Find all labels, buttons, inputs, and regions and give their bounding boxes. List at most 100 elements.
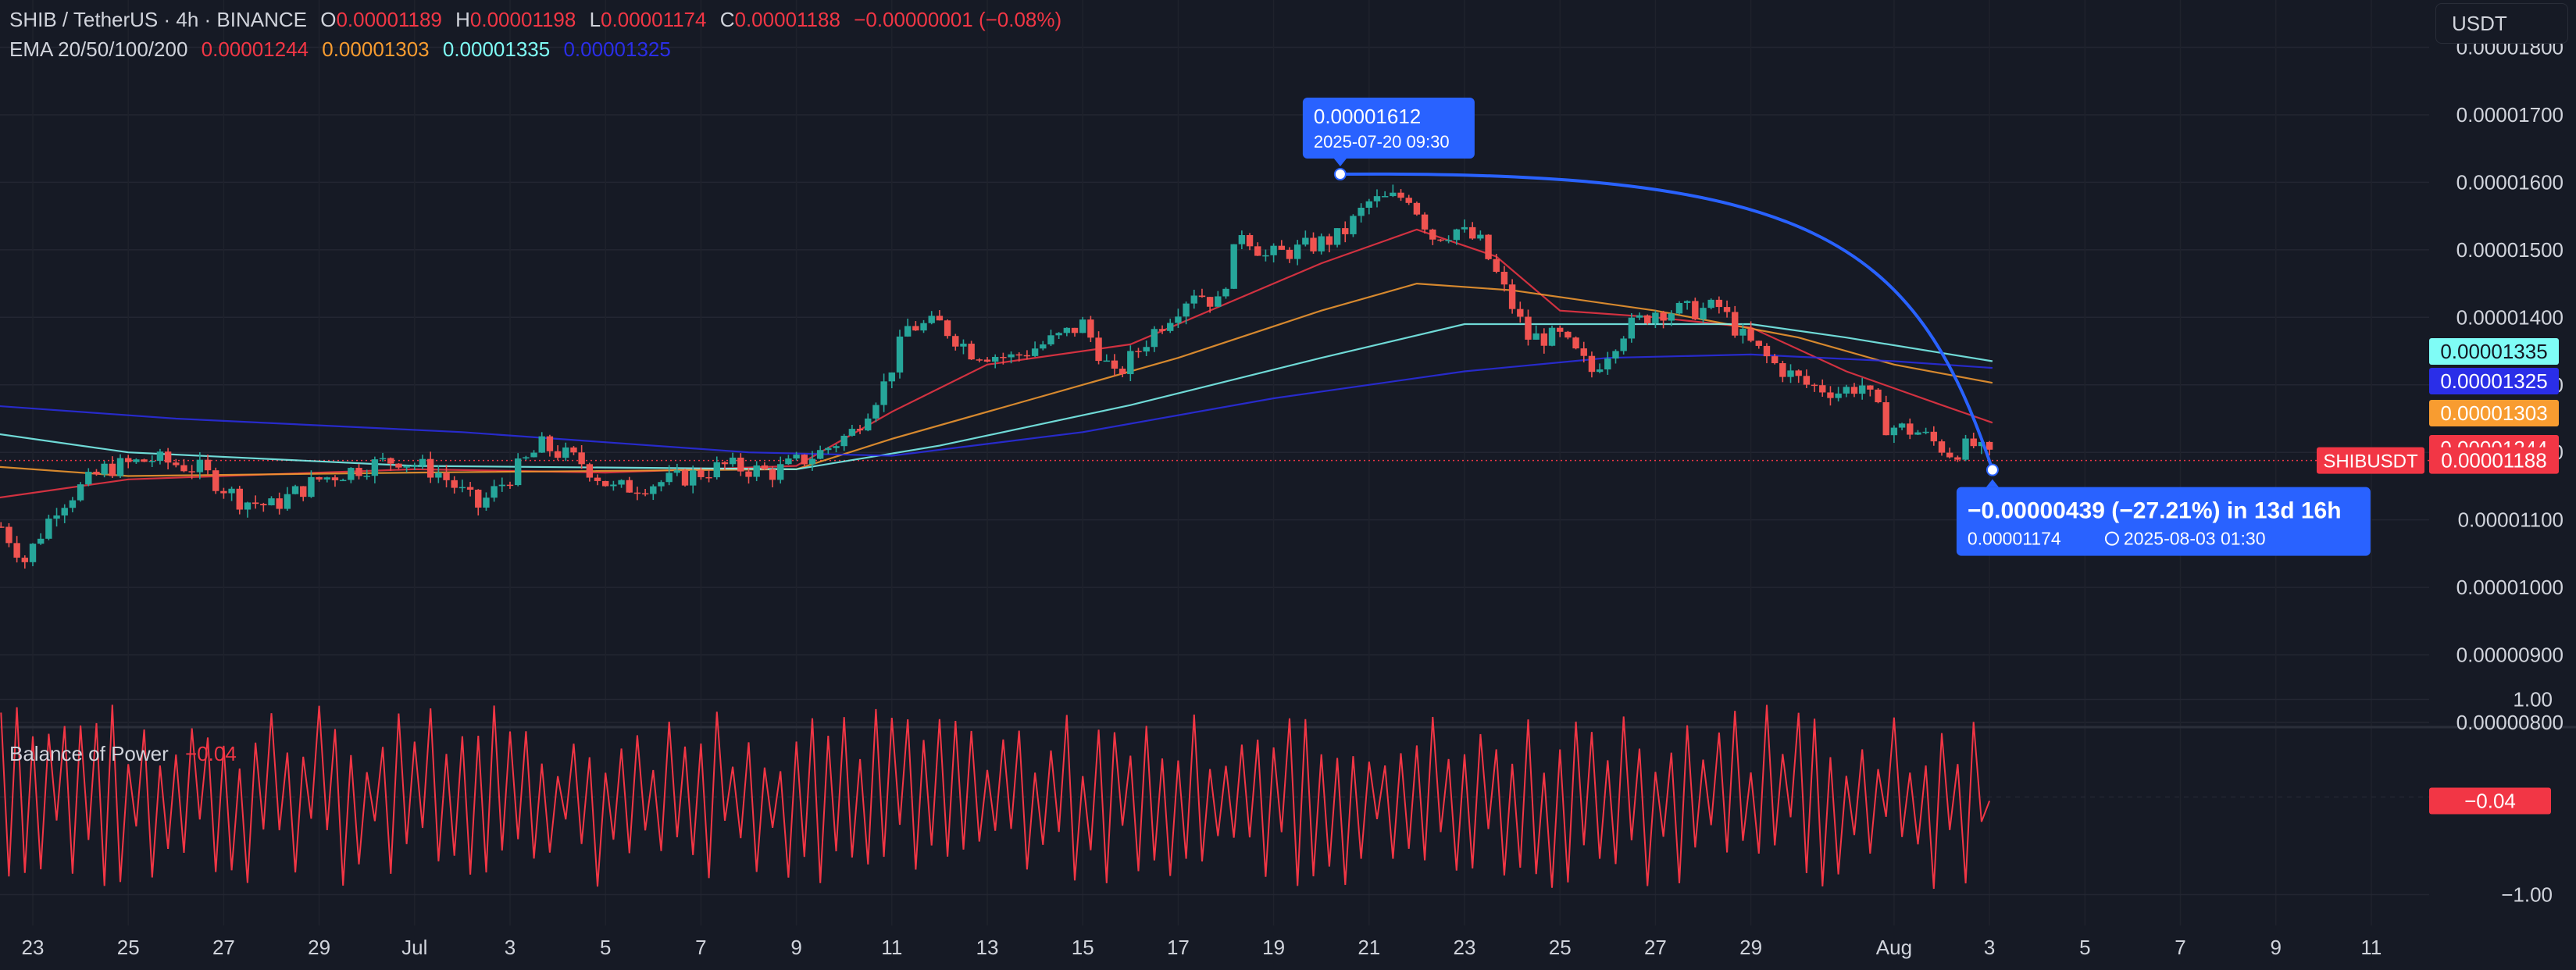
candle-body — [316, 476, 323, 480]
price-axis-label: 0.00001600 — [2456, 170, 2564, 194]
candle-body — [93, 472, 100, 475]
measure-start-handle[interactable] — [1333, 168, 1347, 181]
candle-body — [808, 458, 816, 465]
candle-body — [1047, 335, 1054, 344]
candle-body — [148, 461, 155, 462]
candle-body — [1508, 284, 1516, 309]
symbol-tag — [2317, 447, 2424, 474]
time-axis-label: 15 — [1072, 936, 1094, 959]
candle-body — [1938, 441, 1946, 453]
time-axis-label: 29 — [308, 936, 330, 959]
candle-body — [983, 359, 991, 362]
candle-body — [681, 470, 689, 486]
time-axis-label: Jul — [401, 936, 427, 959]
candle-body — [196, 459, 204, 473]
candle-body — [952, 336, 959, 347]
ema-label[interactable]: EMA 20/50/100/200 — [9, 37, 188, 61]
ema-price-tag-label: 0.00001335 — [2440, 340, 2547, 363]
candle-body — [761, 465, 769, 469]
candle-body — [204, 459, 212, 471]
candle-body — [443, 473, 450, 480]
candle-body — [538, 436, 545, 453]
candle-body — [1103, 360, 1110, 362]
candle-body — [633, 492, 641, 494]
candle-body — [1445, 240, 1452, 241]
symbol-tag-label: SHIBUSDT — [2323, 451, 2418, 473]
candle-body — [514, 458, 522, 486]
candle-body — [348, 468, 355, 480]
candle-body — [1803, 376, 1811, 385]
candle-body — [1023, 355, 1031, 357]
candle-body — [435, 473, 442, 478]
candle-body — [483, 497, 490, 508]
candle-body — [1628, 317, 1636, 339]
candle-body — [125, 458, 132, 462]
candle-body — [37, 538, 45, 544]
candle-body — [825, 448, 832, 451]
time-axis-label: 11 — [2360, 936, 2382, 959]
candle-body — [904, 326, 912, 337]
last-price-tag-label: 0.00001188 — [2441, 449, 2546, 473]
time-axis-label: 3 — [505, 936, 516, 959]
candle-body — [1333, 228, 1341, 245]
candle-body — [1978, 441, 1986, 447]
candle-body — [833, 446, 840, 448]
candle-body — [1365, 201, 1372, 208]
candle-body — [1413, 202, 1421, 215]
candle-body — [1675, 302, 1683, 314]
candle-body — [212, 470, 219, 491]
time-axis-label: 7 — [2175, 936, 2185, 959]
ohlc-high: H0.00001198 — [455, 8, 576, 31]
measure-curve[interactable] — [1340, 172, 1994, 471]
candle-body — [85, 472, 92, 485]
candle-body — [1254, 246, 1261, 256]
ema20-line — [0, 228, 1993, 499]
candle-body — [69, 500, 77, 508]
candle-body — [1342, 228, 1349, 234]
candle-body — [865, 418, 872, 431]
time-axis-label: 5 — [2079, 936, 2090, 959]
candle-body — [458, 487, 466, 489]
candle-body — [1827, 392, 1834, 398]
currency-button[interactable]: USDT — [2435, 3, 2568, 44]
candle-body — [602, 480, 609, 487]
time-axis-label: 23 — [22, 936, 45, 959]
candle-body — [451, 480, 458, 488]
candle-body — [77, 484, 84, 501]
bop-label[interactable]: Balance of Power — [9, 742, 169, 765]
ema-price-tag — [2429, 338, 2559, 365]
symbol-title[interactable]: SHIB / TetherUS · 4h · BINANCE — [9, 8, 307, 31]
candle-body — [554, 451, 562, 458]
candle-body — [1167, 323, 1174, 331]
candle-body — [1835, 393, 1842, 398]
measure-result-pointer — [1986, 479, 1999, 487]
candle-body — [785, 458, 792, 465]
candle-body — [1715, 299, 1723, 308]
candle-body — [1683, 301, 1691, 303]
candle-body — [1381, 196, 1389, 198]
candle-body — [53, 515, 60, 519]
candle-body — [1747, 329, 1754, 341]
ema200-value: 0.00001325 — [563, 37, 671, 61]
measure-end-handle[interactable] — [1986, 463, 1999, 476]
candle-body — [856, 429, 864, 431]
measure-result-box — [1956, 487, 2371, 556]
candle-body — [1143, 347, 1150, 352]
candle-body — [1215, 296, 1222, 307]
candle-body — [1779, 363, 1786, 377]
candle-body — [1819, 385, 1826, 393]
candle-body — [658, 482, 665, 487]
symbol-header: SHIB / TetherUS · 4h · BINANCE O0.000011… — [9, 8, 1069, 32]
candle-body — [1811, 384, 1818, 387]
candle-body — [1843, 387, 1850, 394]
price-axis-label: 0.00001000 — [2456, 576, 2564, 599]
ema50-line — [0, 282, 1993, 477]
candle-body — [109, 463, 116, 476]
candle-body — [626, 480, 633, 493]
candle-body — [1000, 356, 1007, 358]
candle-body — [1907, 423, 1914, 435]
candle-body — [220, 490, 227, 494]
time-axis-label: 29 — [1739, 936, 1762, 959]
candle-body — [141, 459, 148, 462]
